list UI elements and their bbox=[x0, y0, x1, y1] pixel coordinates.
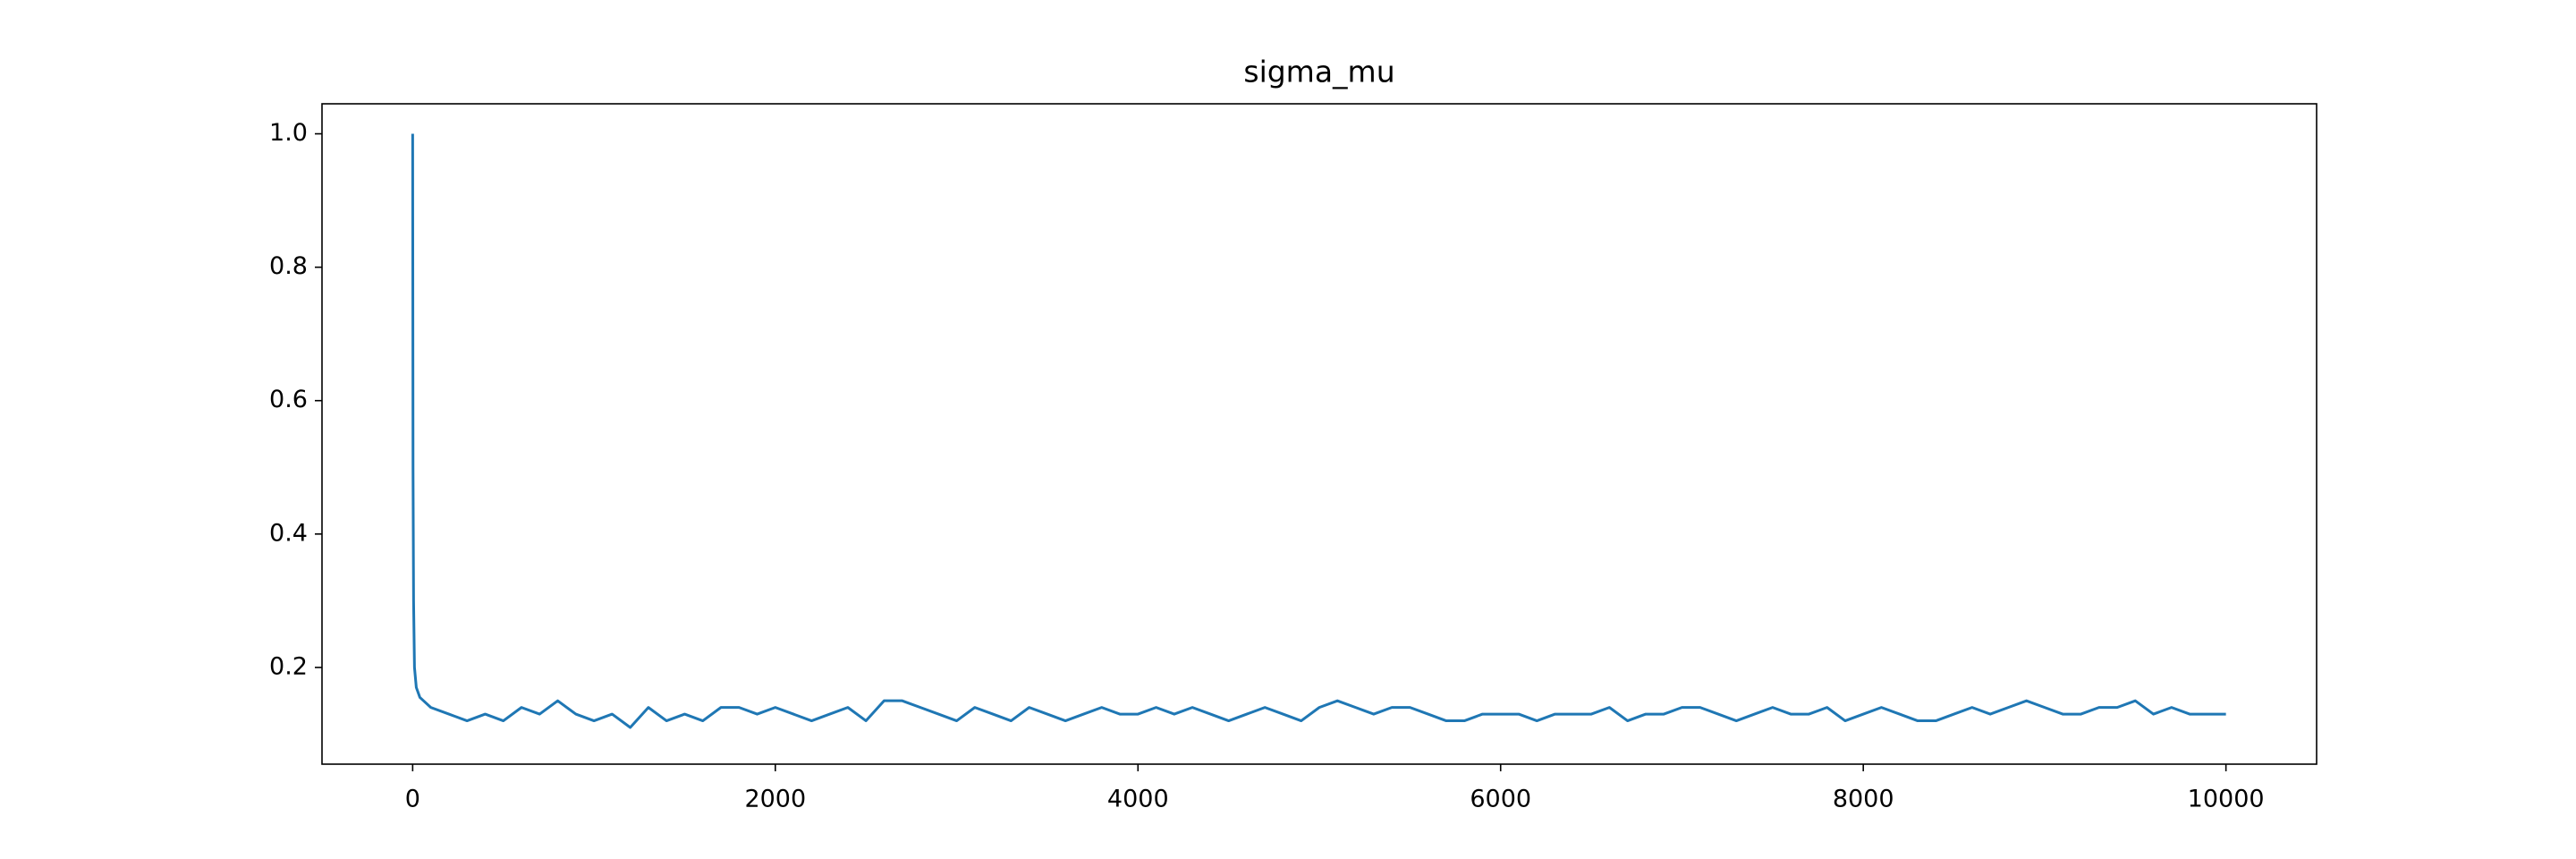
x-tick-label: 4000 bbox=[1107, 786, 1169, 813]
x-tick-label: 0 bbox=[405, 786, 420, 813]
y-tick-label: 0.6 bbox=[269, 386, 308, 413]
y-tick-label: 0.4 bbox=[269, 519, 308, 547]
y-tick-label: 1.0 bbox=[269, 119, 308, 147]
x-tick-label: 2000 bbox=[744, 786, 806, 813]
y-tick-label: 0.8 bbox=[269, 252, 308, 280]
data-line bbox=[411, 133, 2226, 729]
y-tick-label: 0.2 bbox=[269, 652, 308, 680]
x-tick-label: 6000 bbox=[1470, 786, 1531, 813]
plot-frame bbox=[321, 103, 2318, 765]
chart-title: sigma_mu bbox=[1243, 55, 1394, 89]
x-tick-label: 8000 bbox=[1833, 786, 1894, 813]
x-tick-label: 10000 bbox=[2188, 786, 2265, 813]
